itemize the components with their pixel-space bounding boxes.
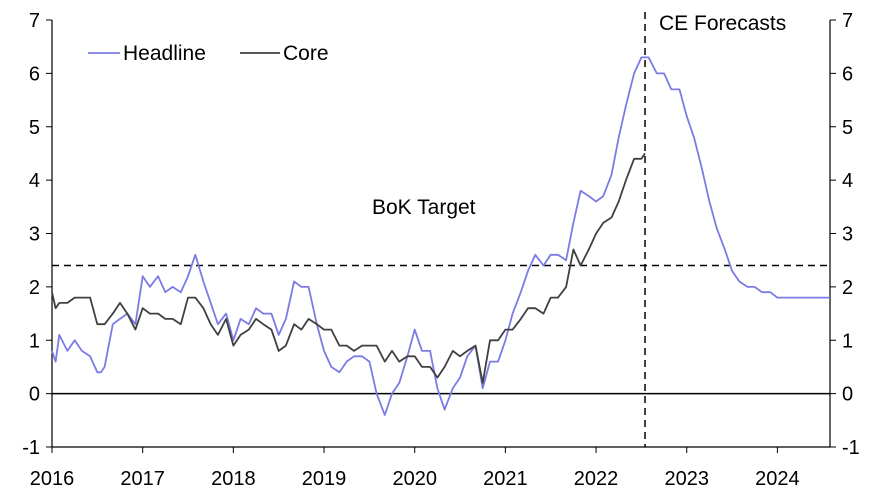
- x-tick-label: 2020: [392, 468, 437, 490]
- chart-annotations: CE Forecasts BoK Target: [372, 12, 786, 219]
- y-tick-label-left: 4: [29, 170, 40, 192]
- y-tick-label-left: 6: [29, 63, 40, 85]
- y-tick-label-right: -1: [842, 437, 860, 459]
- series-layer: [51, 56, 830, 416]
- y-tick-label-right: 5: [842, 117, 853, 139]
- x-tick-label: 2019: [302, 468, 347, 490]
- y-tick-label-left: -1: [22, 437, 40, 459]
- x-tick-label: 2018: [211, 468, 256, 490]
- x-tick-label: 2017: [120, 468, 165, 490]
- x-tick-label: 2023: [664, 468, 709, 490]
- x-tick-label: 2024: [755, 468, 800, 490]
- y-tick-label-right: 6: [842, 63, 853, 85]
- y-tick-label-left: 7: [29, 10, 40, 32]
- y-tick-label-left: 5: [29, 117, 40, 139]
- x-tick-label: 2016: [30, 468, 75, 490]
- chart-axes: -1 -1 0 0 1 1 2 2 3 3 4 4 5 5 6 6 7 7 2016 2017 2018 2019 2020…: [22, 10, 860, 490]
- y-tick-label-right: 4: [842, 170, 853, 192]
- y-tick-label-left: 1: [29, 330, 40, 352]
- y-tick-label-right: 3: [842, 224, 853, 246]
- y-tick-label-left: 0: [29, 384, 40, 406]
- y-tick-label-left: 3: [29, 224, 40, 246]
- x-tick-label: 2021: [483, 468, 528, 490]
- target-annotation: BoK Target: [372, 196, 476, 219]
- series-line-core: [51, 152, 646, 384]
- legend-label-core: Core: [283, 42, 329, 65]
- y-tick-label-right: 7: [842, 10, 853, 32]
- y-tick-label-right: 1: [842, 330, 853, 352]
- legend-label-headline: Headline: [123, 42, 206, 65]
- y-tick-label-left: 2: [29, 277, 40, 299]
- y-tick-label-right: 2: [842, 277, 853, 299]
- series-line-headline: [51, 56, 830, 416]
- chart-legend: Headline Core: [88, 42, 329, 65]
- x-tick-label: 2022: [574, 468, 619, 490]
- forecast-annotation: CE Forecasts: [659, 12, 786, 35]
- y-tick-label-right: 0: [842, 384, 853, 406]
